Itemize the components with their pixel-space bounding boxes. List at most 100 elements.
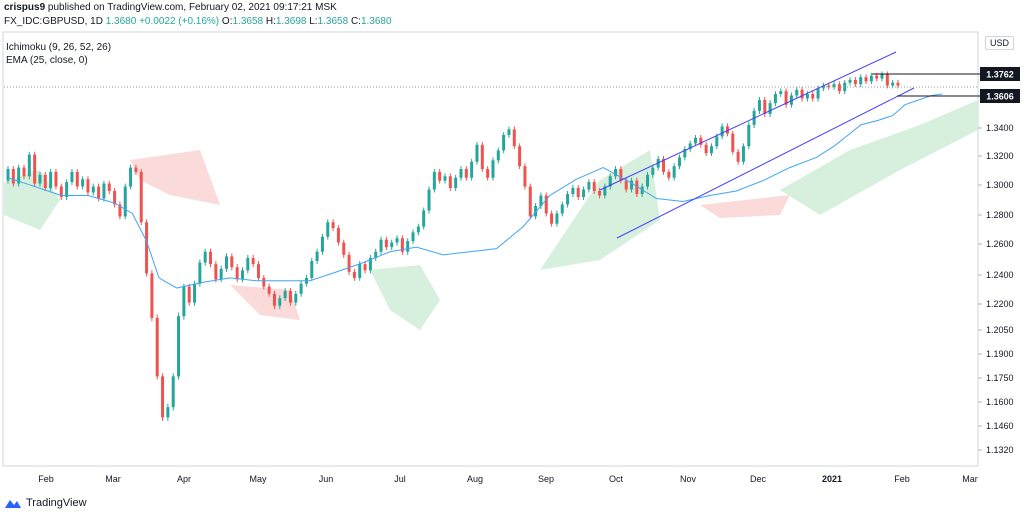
candle-body-88 bbox=[475, 144, 479, 162]
candle-body-130 bbox=[699, 137, 703, 145]
ichimoku-label[interactable]: Ichimoku (9, 26, 52, 26) bbox=[6, 42, 111, 53]
published-text: published on TradingView.com, February 0… bbox=[47, 2, 337, 13]
candle-body-76 bbox=[411, 232, 415, 242]
candle-body-115 bbox=[619, 169, 623, 181]
y-tick-label-8: 1.1900 bbox=[986, 349, 1014, 359]
x-tick-label-3: May bbox=[249, 474, 267, 484]
candle-body-0 bbox=[6, 169, 10, 181]
candle-body-23 bbox=[129, 167, 133, 187]
candle-body-155 bbox=[832, 84, 836, 87]
candle-body-75 bbox=[406, 241, 410, 252]
last-price: 1.3680 bbox=[105, 16, 137, 27]
candle-body-66 bbox=[358, 264, 362, 278]
candle-body-105 bbox=[566, 194, 570, 205]
candle-body-62 bbox=[336, 228, 340, 243]
candle-body-101 bbox=[544, 195, 548, 214]
candle-body-159 bbox=[853, 79, 857, 85]
candle-body-35 bbox=[193, 283, 197, 303]
candle-body-57 bbox=[310, 261, 314, 278]
candle-body-45 bbox=[246, 257, 250, 271]
price-label-1: 1.3606 bbox=[986, 92, 1014, 102]
candle-body-148 bbox=[795, 89, 799, 96]
candle-body-67 bbox=[363, 264, 367, 271]
candle-body-6 bbox=[38, 174, 42, 184]
candle-body-26 bbox=[145, 222, 149, 274]
candle-body-27 bbox=[150, 273, 154, 318]
x-tick-label-2: Apr bbox=[177, 474, 191, 484]
candle-body-3 bbox=[22, 167, 26, 177]
candle-body-41 bbox=[225, 256, 229, 269]
candle-body-61 bbox=[331, 222, 335, 229]
candle-body-71 bbox=[384, 239, 388, 248]
price-label-box-1 bbox=[980, 89, 1020, 103]
x-tick-label-8: Oct bbox=[609, 474, 624, 484]
price-chart[interactable]: 1.3762 1.3606 1.3400 1.3200 1.3000 1.2800 1.2… bbox=[0, 30, 1024, 490]
candle-body-147 bbox=[789, 95, 793, 105]
cloud-bear-1 bbox=[230, 285, 300, 320]
candle-body-21 bbox=[118, 204, 122, 217]
candle-body-137 bbox=[736, 151, 740, 162]
candle-body-117 bbox=[630, 180, 634, 190]
y-tick-label-3: 1.2800 bbox=[986, 210, 1014, 220]
candle-body-113 bbox=[608, 176, 612, 187]
candle-body-54 bbox=[294, 293, 298, 303]
x-tick-label-9: Nov bbox=[680, 474, 697, 484]
candle-body-16 bbox=[91, 186, 95, 193]
candle-body-145 bbox=[779, 91, 783, 95]
tradingview-logo-icon bbox=[5, 500, 21, 508]
author-name[interactable]: crispus9 bbox=[4, 2, 46, 13]
close-value: 1.3680 bbox=[360, 16, 392, 27]
symbol-line: FX_IDC:GBPUSD, 1D 1.3680 +0.0022 (+0.16%… bbox=[4, 16, 392, 27]
candle-body-79 bbox=[427, 189, 431, 211]
y-tick-label-10: 1.1600 bbox=[986, 397, 1014, 407]
candle-body-150 bbox=[805, 94, 809, 99]
candle-body-91 bbox=[491, 160, 495, 178]
candle-body-77 bbox=[416, 226, 420, 233]
candle-body-103 bbox=[555, 213, 559, 224]
candle-body-132 bbox=[709, 146, 713, 154]
candle-body-129 bbox=[693, 137, 697, 144]
candle-body-108 bbox=[582, 189, 586, 197]
candle-body-32 bbox=[177, 316, 181, 377]
candle-body-167 bbox=[896, 82, 900, 86]
candle-body-152 bbox=[816, 88, 820, 99]
ema-label[interactable]: EMA (25, close, 0) bbox=[6, 55, 88, 66]
candle-body-133 bbox=[715, 136, 719, 147]
channel-lower-line[interactable] bbox=[616, 87, 915, 239]
candle-body-44 bbox=[240, 270, 244, 280]
candle-body-42 bbox=[230, 256, 234, 268]
x-axis[interactable]: Feb Mar Apr May Jun Jul Aug Sep Oct Nov Dec 2021 Feb… bbox=[38, 474, 978, 484]
x-tick-label-6: Aug bbox=[467, 474, 483, 484]
candle-body-49 bbox=[267, 286, 271, 294]
candle-body-165 bbox=[885, 74, 889, 86]
x-tick-label-7: Sep bbox=[538, 474, 554, 484]
candle-body-5 bbox=[33, 154, 37, 184]
candle-body-7 bbox=[43, 174, 47, 188]
channel-upper-line[interactable] bbox=[599, 51, 897, 191]
candle-body-144 bbox=[773, 94, 777, 104]
candle-body-70 bbox=[379, 239, 383, 252]
cloud-bear-2 bbox=[700, 195, 790, 218]
candle-body-59 bbox=[320, 236, 324, 252]
candle-body-92 bbox=[496, 150, 500, 161]
candle-body-111 bbox=[598, 191, 602, 196]
candle-body-166 bbox=[891, 82, 895, 86]
candle-body-2 bbox=[17, 167, 21, 184]
y-axis[interactable]: 1.3400 1.3200 1.3000 1.2800 1.2600 1.2400 1.22… bbox=[978, 123, 1014, 455]
candle-body-114 bbox=[614, 169, 618, 177]
candle-body-124 bbox=[667, 171, 671, 178]
currency-badge[interactable]: USD bbox=[985, 36, 1015, 50]
candle-body-36 bbox=[198, 262, 202, 284]
candle-body-48 bbox=[262, 277, 266, 287]
price-label-box-0 bbox=[980, 67, 1020, 81]
candle-body-37 bbox=[203, 251, 207, 263]
candle-body-72 bbox=[390, 242, 394, 248]
candle-body-134 bbox=[720, 126, 724, 137]
candle-body-13 bbox=[75, 171, 79, 187]
candle-body-29 bbox=[161, 376, 165, 418]
tradingview-brand[interactable]: TradingView bbox=[4, 497, 87, 509]
candle-body-10 bbox=[59, 186, 63, 197]
symbol-title: FX_IDC:GBPUSD, 1D bbox=[4, 16, 103, 27]
candle-body-50 bbox=[272, 293, 276, 306]
candle-body-127 bbox=[683, 149, 687, 158]
